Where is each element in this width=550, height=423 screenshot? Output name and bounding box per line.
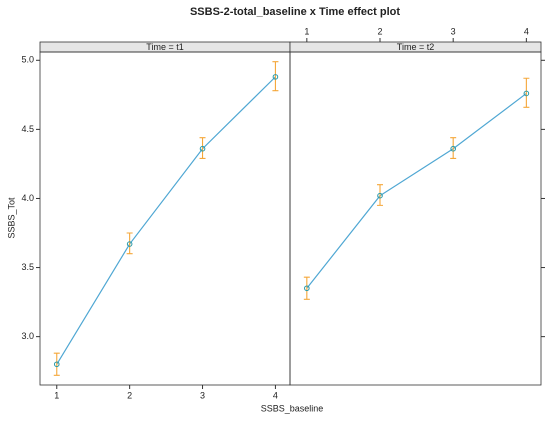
x-tick-label: 1 [54, 390, 59, 400]
error-bar [303, 276, 310, 300]
point [304, 285, 310, 292]
chart-title: SSBS-2-total_baseline x Time effect plot [190, 6, 400, 18]
point [53, 361, 60, 368]
point [272, 74, 279, 80]
point [377, 192, 383, 199]
y-tick-label: 5.0 [21, 55, 34, 65]
strip-label: Time = t2 [397, 42, 434, 52]
y-tick-label: 4.5 [21, 124, 34, 134]
x-tick-label: 3 [200, 390, 205, 400]
y-tick-label: 3.5 [21, 262, 34, 272]
point [523, 90, 530, 97]
panel [289, 51, 542, 386]
y-axis-label: SSBS_Tot [6, 197, 16, 239]
x-tick-label: 3 [451, 26, 456, 36]
x-tick-label: 2 [127, 390, 132, 400]
x-tick-label: 4 [524, 26, 529, 36]
x-tick-label: 2 [378, 26, 383, 36]
x-tick-label: 1 [304, 26, 309, 36]
point [450, 145, 456, 152]
panel [39, 51, 291, 386]
point [199, 145, 206, 152]
error-bar [377, 184, 384, 206]
error-bar [126, 232, 133, 255]
error-bar [199, 137, 206, 159]
y-tick-label: 3.0 [21, 331, 34, 341]
strip-label: Time = t1 [146, 42, 183, 52]
error-bar [523, 77, 530, 108]
x-tick-label: 4 [273, 390, 278, 400]
x-axis-label: SSBS_baseline [261, 403, 324, 413]
error-bar [53, 352, 60, 376]
point [126, 241, 133, 247]
line [306, 92, 527, 289]
y-tick-label: 4.0 [21, 193, 34, 203]
error-bar [450, 137, 457, 159]
error-bar [272, 61, 279, 92]
line [56, 76, 276, 365]
